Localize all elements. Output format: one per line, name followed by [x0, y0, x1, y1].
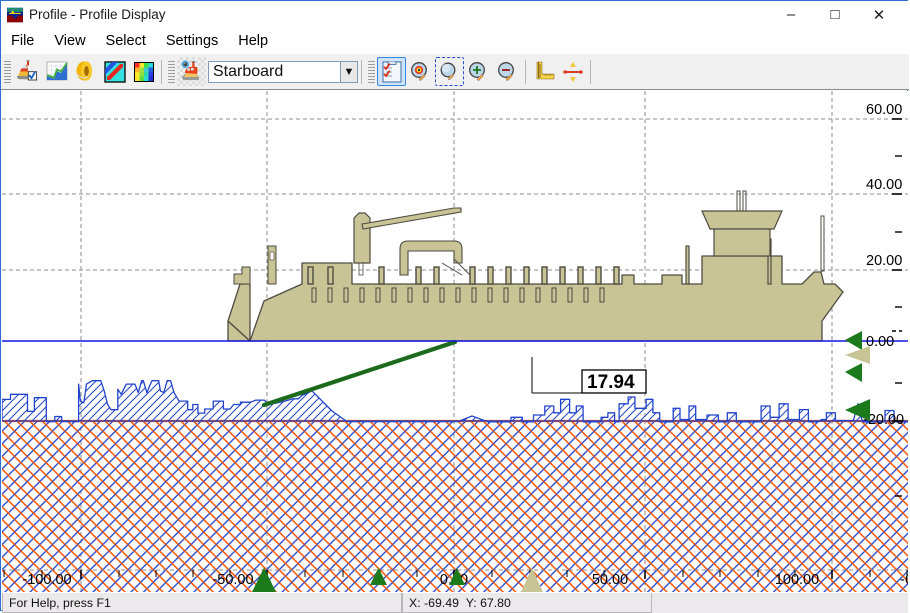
svg-text:0.00: 0.00	[866, 334, 894, 350]
svg-text:-50.00: -50.00	[212, 572, 253, 588]
svg-text:60.00: 60.00	[866, 102, 902, 118]
svg-text:40.00: 40.00	[866, 177, 902, 193]
svg-text:20.00: 20.00	[866, 253, 902, 269]
svg-text:100.00: 100.00	[775, 572, 819, 588]
svg-text:-100.00: -100.00	[22, 572, 71, 588]
svg-text:-60.00: -60.00	[900, 572, 908, 588]
svg-text:17.94: 17.94	[587, 372, 635, 393]
svg-text:50.00: 50.00	[592, 572, 628, 588]
